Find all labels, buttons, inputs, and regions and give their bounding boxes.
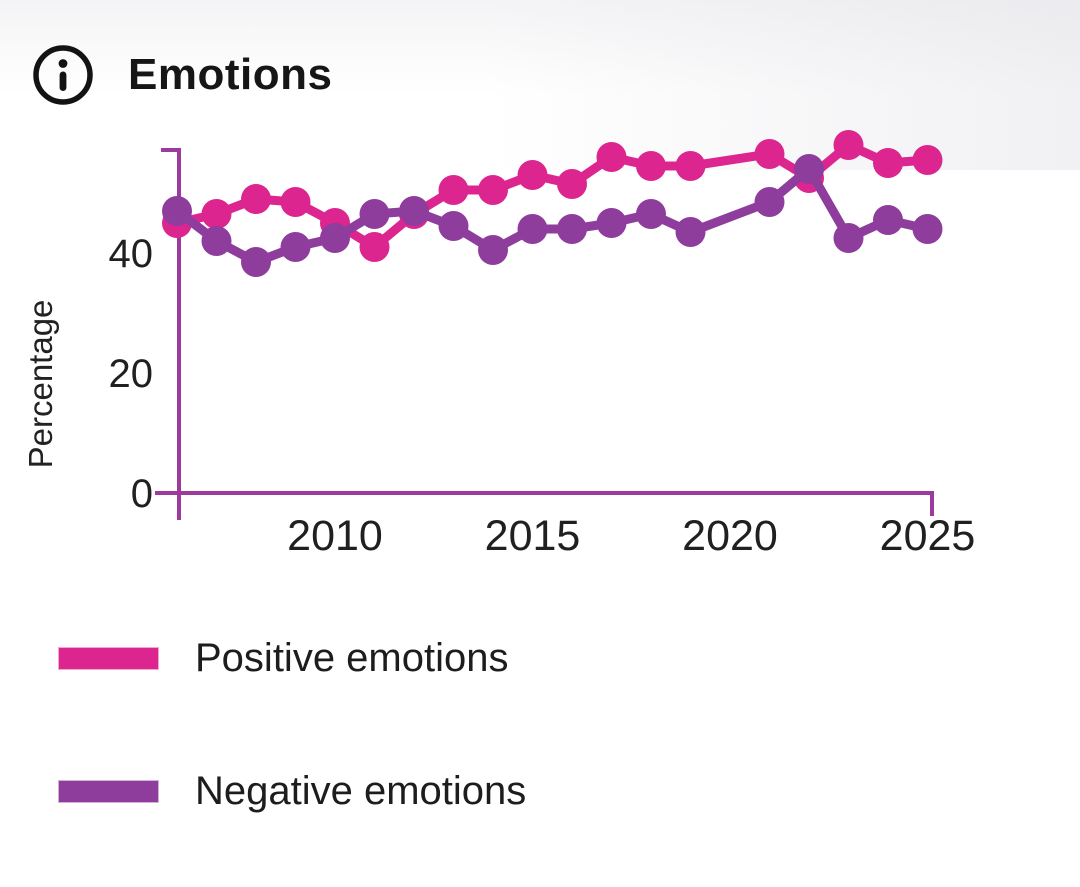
- series-negative-point: [517, 214, 548, 244]
- series-negative-point: [478, 235, 508, 265]
- series-positive-point: [596, 142, 627, 172]
- series-negative-point: [162, 196, 192, 226]
- legend-item-negative: Negative emotions: [58, 771, 526, 811]
- legend-swatch-negative: [58, 779, 159, 803]
- y-tick-label: 40: [109, 232, 154, 276]
- series-positive-point: [359, 232, 390, 262]
- chart-header: Emotions: [32, 44, 332, 106]
- series-negative-point: [201, 226, 232, 256]
- series-negative-point: [754, 187, 785, 217]
- legend-label-negative: Negative emotions: [195, 769, 527, 813]
- series-positive-point: [201, 199, 232, 229]
- series-positive-point: [675, 151, 706, 181]
- chart-series: [162, 130, 943, 277]
- series-negative-point: [675, 217, 706, 247]
- series-positive-point: [754, 139, 785, 169]
- page-title: Emotions: [128, 50, 333, 99]
- series-positive-point: [280, 187, 311, 217]
- series-positive-point: [241, 184, 271, 214]
- emotions-line-chart: 2010 2015 2020 2025 0 20 40 Percentage: [22, 130, 975, 560]
- x-tick-label: 2025: [880, 512, 976, 560]
- series-positive-point: [517, 160, 548, 190]
- series-negative-point: [438, 211, 469, 241]
- series-negative-point: [912, 214, 943, 244]
- y-tick-label: 20: [109, 352, 154, 396]
- series-positive-point: [438, 175, 469, 205]
- series-negative-point: [359, 199, 390, 229]
- legend-item-positive: Positive emotions: [58, 638, 508, 678]
- x-tick-label: 2020: [682, 512, 778, 560]
- series-negative-point: [280, 232, 311, 262]
- series-positive-point: [833, 130, 864, 160]
- series-negative-point: [636, 199, 666, 229]
- x-tick-label: 2010: [287, 512, 383, 560]
- axis-ticks: 2010 2015 2020 2025 0 20 40 Percentage: [22, 232, 975, 560]
- series-negative-point: [320, 223, 350, 253]
- series-negative-point: [833, 223, 864, 253]
- info-icon[interactable]: [32, 44, 94, 106]
- y-tick-label: 0: [131, 472, 153, 516]
- series-negative-point: [557, 214, 587, 244]
- series-negative-point: [241, 247, 271, 277]
- legend-swatch-positive: [58, 646, 159, 670]
- series-positive-point: [636, 151, 666, 181]
- series-positive-point: [478, 175, 508, 205]
- series-positive-point: [912, 145, 943, 175]
- series-negative-point: [873, 205, 903, 235]
- x-axis-line: [155, 491, 934, 516]
- series-negative-point: [399, 196, 429, 226]
- series-positive-point: [557, 169, 587, 199]
- legend-label-positive: Positive emotions: [195, 636, 509, 680]
- series-positive-point: [873, 148, 903, 178]
- series-negative-point: [794, 154, 824, 184]
- y-axis-title: Percentage: [22, 300, 59, 469]
- x-tick-label: 2015: [485, 512, 581, 560]
- y-axis-line: [161, 148, 181, 520]
- series-negative-point: [596, 208, 627, 238]
